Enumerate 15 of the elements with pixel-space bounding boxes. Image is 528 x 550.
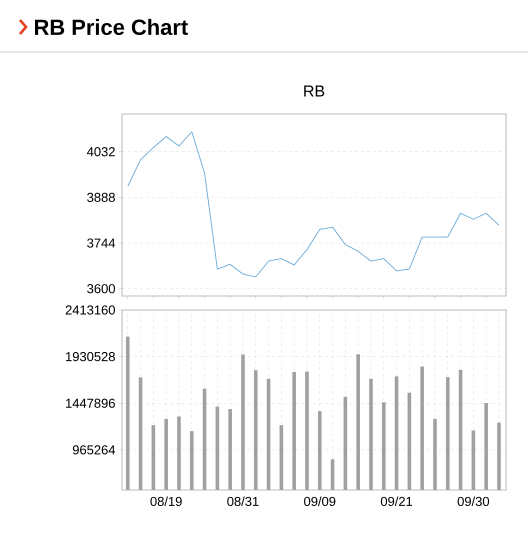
y-tick-label: 3600 bbox=[87, 284, 115, 294]
x-tick-label: 09/30 bbox=[458, 496, 490, 506]
chart-title: RB Price Chart bbox=[34, 18, 188, 36]
y-tick-label: 4032 bbox=[86, 147, 115, 156]
x-tick-label: 09/09 bbox=[304, 496, 336, 506]
x-tick-label: 08/19 bbox=[150, 496, 182, 506]
y-tick-label: 2413160 bbox=[66, 305, 115, 315]
x-tick-label: 08/31 bbox=[227, 496, 259, 506]
y-tick-label: 1930528 bbox=[66, 352, 115, 362]
chart-subtitle: RB bbox=[304, 86, 324, 96]
x-tick-label: 09/21 bbox=[380, 496, 412, 506]
y-tick-label: 965264 bbox=[72, 445, 116, 454]
y-tick-label: 1447896 bbox=[66, 398, 115, 408]
y-tick-label: 3744 bbox=[87, 238, 116, 248]
y-tick-label: 3888 bbox=[87, 192, 115, 202]
